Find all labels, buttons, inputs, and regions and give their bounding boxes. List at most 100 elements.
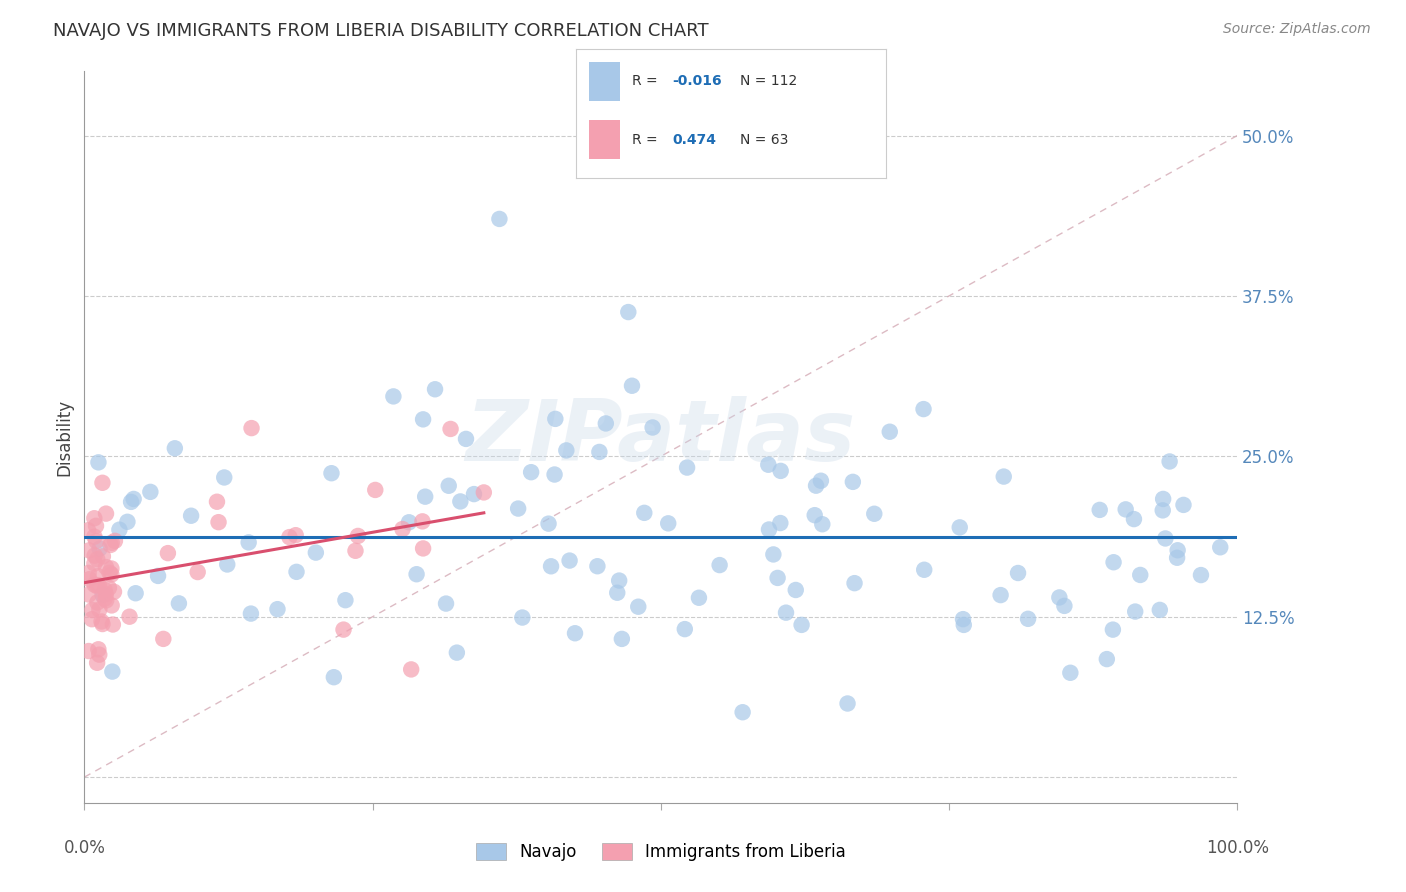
Point <box>100 536 122 550</box>
Point <box>803 508 825 523</box>
Point <box>762 548 785 562</box>
Point <box>1095 652 1118 666</box>
Point <box>305 546 328 560</box>
Point <box>1167 543 1189 558</box>
Point <box>344 543 367 558</box>
Point <box>1152 503 1174 517</box>
Point <box>709 558 731 573</box>
Text: 0.0%: 0.0% <box>63 838 105 856</box>
Point <box>101 665 124 679</box>
Point <box>93 582 115 597</box>
Point <box>512 610 534 624</box>
Bar <box>589 120 620 159</box>
Point <box>101 617 124 632</box>
Point <box>180 508 202 523</box>
Point <box>1173 498 1195 512</box>
Point <box>100 599 122 613</box>
Point <box>86 552 108 566</box>
Point <box>1166 550 1188 565</box>
Point <box>641 420 664 434</box>
Point <box>93 591 115 606</box>
Point <box>205 494 228 508</box>
Point <box>842 475 865 489</box>
Point <box>87 642 110 657</box>
Point <box>993 469 1015 483</box>
Point <box>1102 623 1125 637</box>
Point <box>156 546 179 560</box>
Y-axis label: Disability: Disability <box>55 399 73 475</box>
Point <box>1047 591 1070 605</box>
Point <box>91 549 114 564</box>
Point <box>1159 454 1181 468</box>
Point <box>949 520 972 534</box>
Point <box>187 565 209 579</box>
Point <box>79 572 101 586</box>
Point <box>77 644 100 658</box>
Point <box>607 574 630 588</box>
Point <box>413 490 436 504</box>
Point <box>543 467 565 482</box>
Point <box>100 561 122 575</box>
Point <box>83 557 105 571</box>
Point <box>617 305 640 319</box>
Point <box>558 553 581 567</box>
Point <box>769 516 792 530</box>
Point <box>1209 541 1232 555</box>
Point <box>278 530 301 544</box>
Point <box>335 593 357 607</box>
Point <box>146 569 169 583</box>
Point <box>488 211 510 226</box>
Point <box>766 571 789 585</box>
Point <box>84 519 107 533</box>
Point <box>163 442 186 456</box>
Point <box>1149 603 1171 617</box>
Point <box>322 670 344 684</box>
Text: 0.474: 0.474 <box>672 133 716 146</box>
Point <box>423 382 446 396</box>
Point <box>437 479 460 493</box>
Point <box>446 646 468 660</box>
Point <box>86 579 108 593</box>
Point <box>657 516 679 531</box>
Point <box>1129 568 1152 582</box>
Point <box>912 402 935 417</box>
Point <box>439 422 461 436</box>
Point <box>83 530 105 544</box>
Point <box>87 569 110 583</box>
Point <box>139 484 162 499</box>
Point <box>103 584 125 599</box>
Point <box>676 460 699 475</box>
Point <box>89 602 111 616</box>
Point <box>606 585 628 599</box>
Legend: Navajo, Immigrants from Liberia: Navajo, Immigrants from Liberia <box>470 836 852 868</box>
Point <box>454 432 477 446</box>
Point <box>238 535 260 549</box>
Text: N = 63: N = 63 <box>741 133 789 146</box>
Point <box>83 577 105 591</box>
Point <box>540 559 562 574</box>
Point <box>412 541 434 556</box>
Point <box>756 458 779 472</box>
Point <box>785 582 807 597</box>
Point <box>332 623 354 637</box>
Point <box>120 495 142 509</box>
Text: ZIPatlas: ZIPatlas <box>465 395 856 479</box>
Point <box>321 467 343 481</box>
Point <box>122 491 145 506</box>
Point <box>382 389 405 403</box>
Point <box>633 506 655 520</box>
Point <box>77 524 100 538</box>
Point <box>688 591 710 605</box>
Point <box>1053 599 1076 613</box>
Text: R =: R = <box>633 133 662 146</box>
Point <box>844 576 866 591</box>
Point <box>152 632 174 646</box>
Point <box>1102 555 1125 569</box>
Point <box>1059 665 1081 680</box>
Point <box>124 586 146 600</box>
Text: 100.0%: 100.0% <box>1206 838 1268 856</box>
Point <box>87 578 110 592</box>
Point <box>412 412 434 426</box>
Point <box>731 705 754 719</box>
Point <box>405 567 427 582</box>
